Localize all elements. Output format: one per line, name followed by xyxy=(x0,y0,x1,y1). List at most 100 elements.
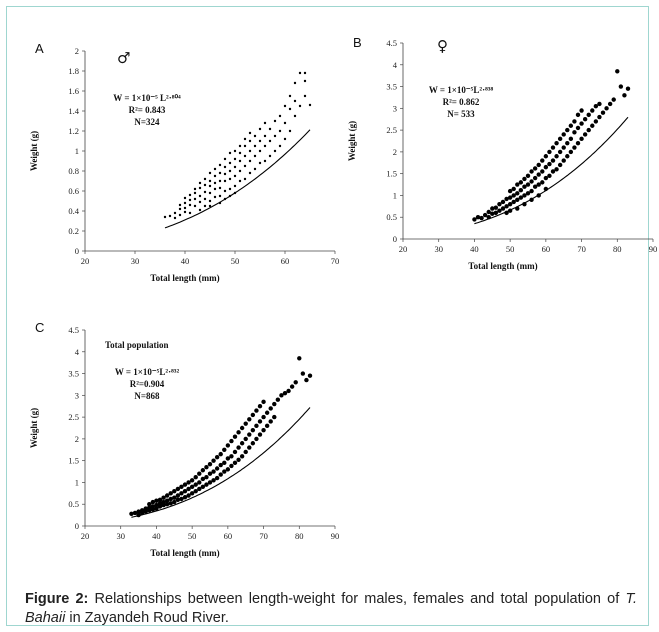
y-tick-label: 0.5 xyxy=(386,212,397,222)
data-point xyxy=(150,507,156,512)
data-point xyxy=(164,493,170,498)
data-point xyxy=(543,154,549,159)
x-tick-label: 40 xyxy=(470,244,479,254)
x-axis-label: Total length (mm) xyxy=(150,548,219,558)
x-tick-label: 20 xyxy=(81,256,90,266)
data-point xyxy=(239,454,245,459)
x-tick-label: 40 xyxy=(181,256,190,266)
data-point xyxy=(272,414,277,420)
data-point xyxy=(307,373,313,378)
equation-line: W = 1×10⁻⁵L²·⁸³² xyxy=(115,367,180,377)
chart-a: A ♂ 0 0.2 0.4 0.6 0.8 1 1.2 1.4 1.6 1.8 2 20 30 40 50 60 7… xyxy=(29,41,340,283)
data-point xyxy=(486,209,491,215)
data-point xyxy=(150,504,156,509)
r-squared-line: R²= 0.862 xyxy=(443,97,480,107)
data-point xyxy=(493,210,499,216)
data-point xyxy=(178,207,182,211)
data-point xyxy=(207,471,213,476)
chart-b: B ♀ 0 0.5 1 1.5 2 2.5 3 3.5 4 4.5 20 30 40 50 60 70 80 90 To… xyxy=(347,35,657,271)
data-point xyxy=(575,125,581,131)
data-point xyxy=(550,158,556,163)
panel-a: A ♂ 0 0.2 0.4 0.6 0.8 1 1.2 1.4 1.6 1.8 2 20 30 40 50 60 7… xyxy=(27,41,347,291)
data-point xyxy=(253,154,257,158)
data-point xyxy=(543,164,549,170)
data-point xyxy=(222,447,227,452)
panel-c: C Total population 0 0.5 1 1.5 2 2.5 3 3.5 4 4.5 20 3… xyxy=(27,320,347,565)
data-point xyxy=(182,482,188,487)
data-point xyxy=(243,436,248,442)
data-point xyxy=(186,493,191,498)
data-point xyxy=(490,211,495,216)
data-point xyxy=(258,139,262,143)
data-point xyxy=(218,186,222,190)
data-point xyxy=(203,183,207,187)
data-point xyxy=(522,193,527,198)
data-point xyxy=(308,103,312,107)
data-point xyxy=(264,410,270,415)
x-tick-label: 70 xyxy=(331,256,340,266)
data-point xyxy=(597,114,602,120)
data-point xyxy=(272,401,277,407)
data-point xyxy=(293,99,297,103)
data-point xyxy=(197,486,202,492)
data-point xyxy=(157,501,163,506)
data-point xyxy=(515,191,520,196)
data-point xyxy=(611,97,616,102)
data-point xyxy=(203,177,207,181)
x-axis-label: Total length (mm) xyxy=(150,273,219,283)
y-tick-label: 1.2 xyxy=(68,126,79,136)
data-point xyxy=(532,166,538,171)
data-point xyxy=(203,204,207,208)
data-point xyxy=(164,498,170,503)
data-point xyxy=(232,449,238,455)
data-point xyxy=(161,495,166,500)
data-point xyxy=(203,197,207,201)
data-point xyxy=(554,167,559,172)
caption-text-end: in Zayandeh Roud River. xyxy=(65,610,229,626)
data-point xyxy=(572,119,577,124)
data-point xyxy=(218,194,222,198)
caption-species: T. Bahaii xyxy=(25,591,637,626)
data-point xyxy=(257,404,263,409)
data-point xyxy=(222,460,227,466)
x-tick-label: 60 xyxy=(224,531,233,541)
data-point xyxy=(303,71,307,75)
data-point xyxy=(213,167,217,171)
data-point xyxy=(183,201,187,205)
y-tick-label: 4.5 xyxy=(386,38,397,48)
r-squared-line: R²= 0.843 xyxy=(129,105,166,115)
data-point xyxy=(200,468,206,473)
data-point xyxy=(223,165,227,169)
data-point xyxy=(263,159,267,163)
data-point xyxy=(178,203,182,207)
y-tick-label: 0.6 xyxy=(68,186,79,196)
data-point xyxy=(261,414,266,420)
data-point xyxy=(193,197,197,201)
data-point xyxy=(243,164,247,168)
data-point xyxy=(154,506,159,511)
data-point xyxy=(304,377,309,383)
y-tick-label: 3.5 xyxy=(68,369,79,379)
y-tick-label: 0.2 xyxy=(68,226,79,236)
data-point xyxy=(604,106,609,111)
data-point xyxy=(475,215,481,220)
data-point xyxy=(214,475,220,481)
y-tick-label: 3.5 xyxy=(386,82,397,92)
data-point xyxy=(213,195,217,199)
data-point xyxy=(540,180,545,185)
data-point xyxy=(236,445,241,450)
data-point xyxy=(247,445,252,450)
data-point xyxy=(615,69,620,74)
data-point xyxy=(293,81,297,85)
data-point xyxy=(248,171,252,175)
data-point xyxy=(129,511,134,517)
data-point xyxy=(172,499,177,505)
data-point xyxy=(154,498,159,503)
data-point xyxy=(189,484,195,489)
x-tick-label: 90 xyxy=(649,244,658,254)
x-tick-label: 80 xyxy=(613,244,622,254)
data-point xyxy=(572,145,577,150)
data-point xyxy=(228,161,232,165)
data-point xyxy=(250,427,256,433)
data-point xyxy=(232,460,238,466)
